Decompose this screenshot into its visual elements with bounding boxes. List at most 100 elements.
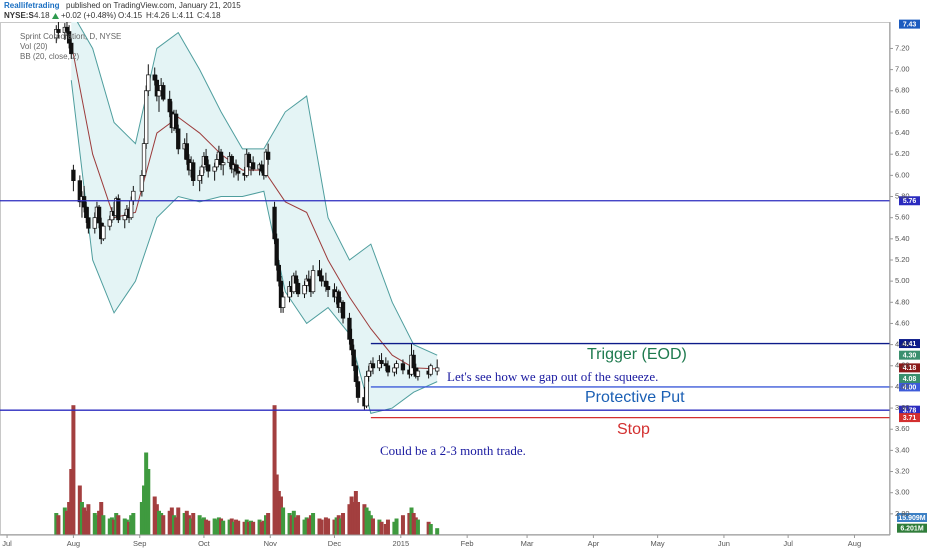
candle-body	[236, 170, 241, 174]
volume-bar	[64, 510, 69, 535]
candle-body	[251, 162, 256, 170]
x-tick-label: Jul	[783, 539, 793, 548]
volume-bar	[413, 517, 418, 535]
volume-bar	[368, 515, 373, 535]
volume-bar	[287, 513, 292, 535]
volume-bar	[54, 513, 59, 535]
volume-bar	[206, 520, 211, 535]
volume-bar	[347, 504, 352, 535]
volume-bar	[278, 496, 283, 535]
volume-bar	[174, 517, 179, 535]
close-price: C:4.18	[197, 11, 221, 20]
candle-body	[340, 301, 346, 319]
volume-bar	[86, 504, 91, 535]
candle-body	[214, 159, 219, 168]
volume-bar	[212, 518, 217, 535]
volume-bar	[251, 521, 256, 535]
x-tick-label: Apr	[588, 539, 600, 548]
price-tag-label: 4.18	[903, 365, 917, 372]
annotation: Protective Put	[585, 389, 685, 406]
candle-body	[319, 275, 324, 282]
volume-bar	[370, 518, 375, 535]
price-tag	[899, 19, 920, 29]
volume-bar	[272, 405, 277, 535]
price-tag	[899, 405, 920, 415]
volume-bar	[319, 519, 324, 535]
candle-body	[144, 90, 149, 144]
volume-bar	[146, 469, 151, 535]
candle-body	[139, 175, 145, 192]
volume-bar	[97, 510, 102, 535]
volume-bar	[242, 521, 247, 535]
y-tick-label: 3.40	[895, 445, 910, 454]
volume-bar	[69, 469, 74, 535]
price-tag-label: 3.78	[903, 408, 917, 415]
legend-entry: Sprint Corporation, D, NYSE	[20, 32, 121, 41]
y-tick-label: 5.60	[895, 213, 910, 222]
price-tag	[899, 363, 920, 373]
y-tick-label: 5.40	[895, 234, 910, 243]
volume-bar	[263, 515, 268, 535]
candle-body	[101, 225, 106, 240]
candle-body	[173, 113, 179, 130]
candle-body	[56, 29, 61, 33]
volume-bar	[204, 519, 209, 535]
candle-body	[274, 238, 279, 266]
volume-bar	[385, 519, 390, 535]
volume-bar	[131, 513, 136, 535]
volume-bar	[366, 510, 371, 535]
volume-bar	[144, 452, 149, 535]
candle-body	[310, 270, 316, 293]
volume-bar	[142, 485, 147, 535]
candle-body	[199, 166, 204, 176]
volume-bar	[383, 524, 388, 535]
volume-bar	[107, 518, 112, 535]
price-tag-label: 4.00	[903, 384, 917, 391]
volume-bar	[156, 510, 161, 535]
volume-bar	[341, 513, 346, 535]
candle-body	[116, 198, 121, 221]
bollinger-lower	[70, 80, 438, 414]
volume-tag-label: 6.201M	[900, 526, 924, 533]
author[interactable]: Reallifetrading	[4, 1, 60, 10]
candle-body	[265, 151, 271, 160]
volume-bar	[409, 507, 414, 535]
volume-bar	[79, 502, 84, 535]
y-tick-label: 4.40	[895, 340, 910, 349]
candle-body	[92, 217, 97, 229]
price-tag-label: 3.71	[903, 415, 917, 422]
volume-bar	[338, 518, 343, 535]
candle-body	[167, 98, 172, 113]
open-price: O:4.15	[118, 11, 143, 20]
volume-bar	[304, 517, 309, 535]
volume-bar	[214, 519, 219, 535]
candle-body	[415, 370, 421, 377]
plot-area	[54, 22, 440, 535]
volume-bar	[189, 518, 194, 535]
volume-tag	[897, 523, 927, 533]
volume-bar	[112, 519, 117, 535]
volume-bar	[84, 510, 89, 535]
candle-body	[276, 264, 281, 282]
candle-body	[96, 206, 102, 224]
low-price: L:4.11	[172, 11, 194, 20]
y-tick-label: 6.20	[895, 149, 910, 158]
volume-bar	[124, 519, 129, 535]
candle-body	[385, 365, 391, 373]
volume-bar	[221, 520, 226, 535]
volume-bar	[139, 502, 144, 535]
annotation: Trigger (EOD)	[587, 346, 687, 363]
price-tag-label: 4.30	[903, 353, 917, 360]
volume-bar	[176, 507, 181, 535]
candle-body	[366, 370, 371, 377]
volume-bar	[62, 507, 67, 535]
volume-bar	[426, 521, 431, 535]
volume-bar	[394, 518, 399, 535]
volume-bar	[99, 502, 104, 535]
volume-bar	[197, 515, 202, 535]
volume-bar	[122, 518, 127, 535]
candle-body	[379, 360, 384, 364]
candle-body	[400, 363, 406, 371]
